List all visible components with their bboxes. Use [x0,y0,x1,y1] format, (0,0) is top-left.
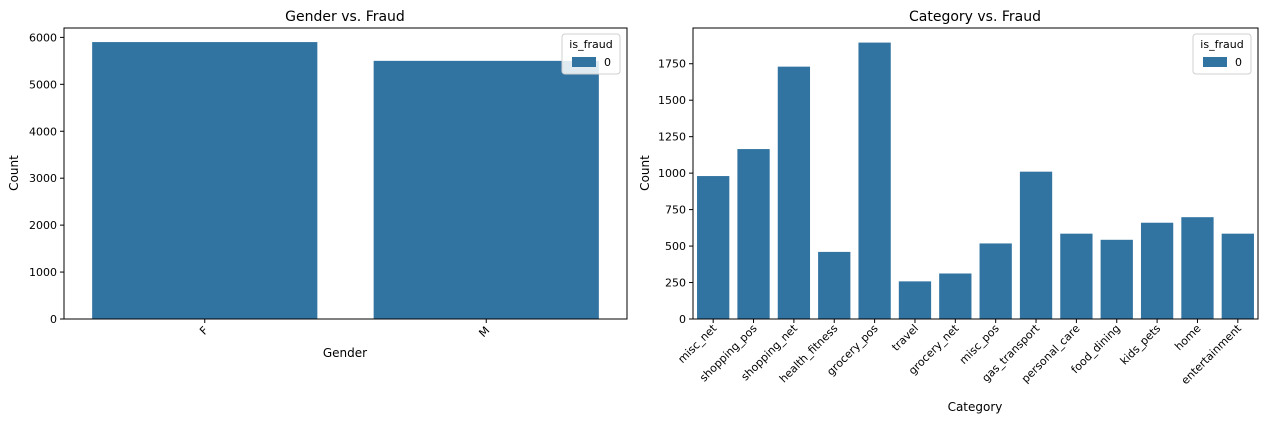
bar-M [373,60,599,320]
legend-title: is_fraud [569,38,612,51]
chart-title: Gender vs. Fraud [285,9,405,25]
y-tick-label: 1000 [658,167,686,180]
legend-swatch [1203,57,1227,67]
y-tick-label: 0 [50,313,57,326]
x-ticks-group: misc_netshopping_posshopping_nethealth_f… [675,319,1244,387]
legend-swatch [572,57,596,67]
bar-grocery-net [939,273,972,319]
y-tick-label: 750 [665,204,686,217]
bars-group [697,42,1254,320]
x-tick-label: home [1172,322,1203,353]
gender-fraud-chart: Gender vs. Fraud Gender Count 0 1000 2000 3… [7,9,628,360]
y-tick-label: 0 [679,313,686,326]
legend-title: is_fraud [1200,38,1243,51]
legend-entry-label: 0 [1235,56,1242,69]
x-tick-label: M [476,324,492,340]
y-tick-label: 3000 [29,172,57,185]
y-ticks-group: 0 1000 2000 3000 4000 5000 6000 [29,31,64,326]
bar-personal-care [1060,233,1093,319]
y-tick-label: 1000 [29,266,57,279]
y-tick-label: 1750 [658,58,686,71]
bar-misc-net [697,176,730,319]
bar-food-dining [1100,239,1133,319]
y-tick-label: 4000 [29,125,57,138]
legend: is_fraud 0 [1192,33,1252,75]
x-tick-label: F [197,324,211,338]
bar-travel [898,281,932,319]
bar-entertainment [1221,233,1254,319]
plot-frame [63,27,628,320]
x-tick-label: travel [889,322,921,354]
legend: is_fraud 0 [561,33,621,75]
y-axis-label: Count [638,155,652,191]
legend-entry-label: 0 [604,56,611,69]
bars-group [92,42,599,320]
category-fraud-chart: Category vs. Fraud Category Count 0 250 50… [638,9,1259,414]
bar-home [1181,217,1214,319]
bar-kids-pets [1140,222,1174,319]
bar-misc-pos [979,243,1012,319]
y-tick-label: 500 [665,240,686,253]
y-tick-label: 5000 [29,78,57,91]
bar-health-fitness [818,251,851,319]
bar-shopping-net [777,66,811,319]
y-tick-label: 1250 [658,131,686,144]
y-tick-label: 6000 [29,31,57,44]
bar-grocery-pos [858,42,891,320]
y-tick-label: 2000 [29,219,57,232]
plot-frame [692,27,1259,320]
y-tick-label: 250 [665,277,686,290]
bar-shopping-pos [737,149,770,319]
y-ticks-group: 0 250 500 750 1000 1250 1500 1750 [658,58,693,326]
y-tick-label: 1500 [658,94,686,107]
x-tick-label: kids_pets [1118,322,1164,368]
x-axis-label: Gender [323,346,367,360]
bar-F [92,42,318,319]
x-axis-label: Category [948,400,1003,414]
chart-title: Category vs. Fraud [909,9,1041,25]
bar-gas-transport [1019,171,1053,319]
y-axis-label: Count [7,155,21,191]
